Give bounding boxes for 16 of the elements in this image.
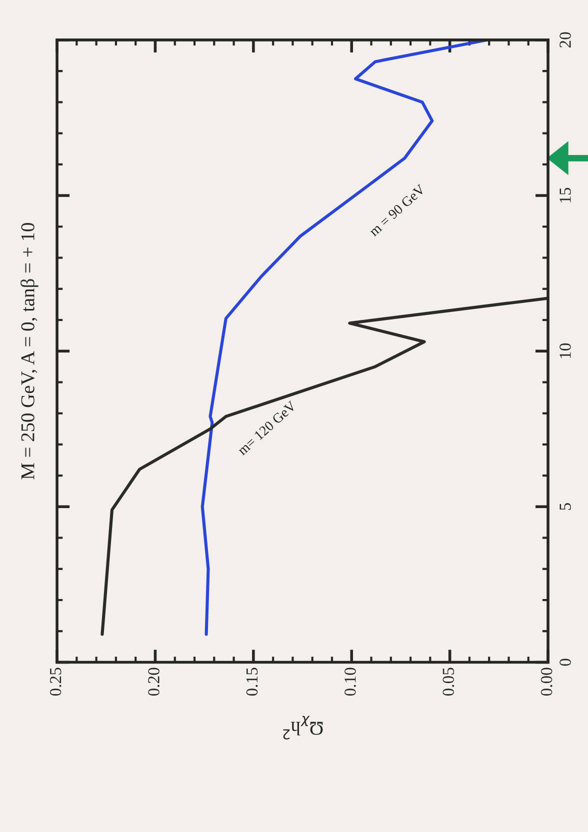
y-tick-label: 15 xyxy=(560,188,571,202)
x-tick-label: 0.05 xyxy=(442,668,454,696)
x-tick-label: 0.00 xyxy=(540,668,552,696)
y-tick-label: 10 xyxy=(560,343,571,358)
x-axis-title: Ω$_{χ}$h$^{2}$ xyxy=(283,716,323,740)
text: m= 120 GeV xyxy=(236,400,297,456)
x-tick-label: 0.25 xyxy=(50,668,62,696)
text: m = 90 GeV xyxy=(368,184,426,237)
x-tick-label: 0.10 xyxy=(344,668,356,696)
x-tick-label: 0.20 xyxy=(148,668,160,696)
line-series xyxy=(200,40,489,636)
x-tick-label: 0.15 xyxy=(246,668,258,696)
y-tick-label: 5 xyxy=(560,503,571,510)
text: M = 250 GeV, A = 0, tanβ = + 10 xyxy=(20,223,38,480)
y-tick-label: 20 xyxy=(560,32,571,48)
y-tick-label: 0 xyxy=(560,658,571,666)
